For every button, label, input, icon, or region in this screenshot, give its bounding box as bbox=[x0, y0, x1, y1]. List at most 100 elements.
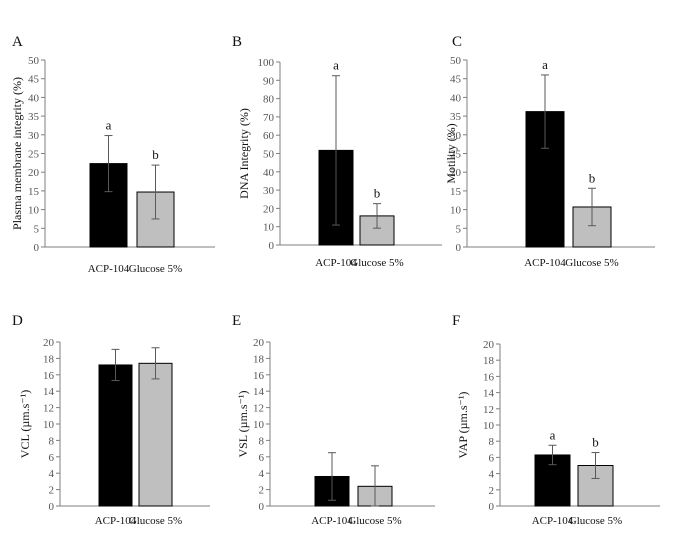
panel-c-y-tick-label: 10 bbox=[450, 205, 462, 217]
panel-d-y-tick-label: 0 bbox=[49, 501, 55, 513]
panel-f-y-tick-label: 12 bbox=[483, 404, 494, 416]
panel-a-y-tick-label: 20 bbox=[28, 167, 40, 179]
panel-a-significance-label: a bbox=[106, 118, 112, 133]
panel-d-y-tick-label: 10 bbox=[43, 419, 55, 431]
panel-a-y-tick-label: 40 bbox=[28, 92, 40, 104]
panel-f-letter: F bbox=[452, 313, 460, 329]
panel-a-letter: A bbox=[12, 34, 23, 50]
panel-a-y-tick-label: 35 bbox=[28, 111, 40, 123]
panel-e-y-tick-label: 0 bbox=[259, 501, 265, 513]
panel-e-y-tick-label: 2 bbox=[259, 485, 265, 497]
panel-a-y-tick-label: 30 bbox=[28, 130, 40, 142]
panel-b-y-tick-label: 30 bbox=[263, 185, 275, 197]
panel-f-category-label: ACP-104 bbox=[532, 515, 574, 527]
panel-d-category-label: ACP-104 bbox=[95, 515, 137, 527]
panel-f-y-tick-label: 2 bbox=[489, 485, 495, 497]
panel-c-y-tick-label: 15 bbox=[450, 186, 462, 198]
panel-c-y-tick-label: 50 bbox=[450, 55, 462, 67]
panel-b-y-tick-label: 100 bbox=[258, 57, 275, 69]
panel-f-y-tick-label: 18 bbox=[483, 355, 495, 367]
panel-e-y-tick-label: 10 bbox=[253, 419, 265, 431]
panel-b-y-tick-label: 10 bbox=[263, 222, 275, 234]
panel-f-significance-label: a bbox=[550, 427, 556, 442]
panel-a-y-axis-title: Plasma membrane integrity (%) bbox=[10, 77, 24, 230]
panel-d-y-tick-label: 20 bbox=[43, 337, 55, 349]
panel-d-y-tick-label: 16 bbox=[43, 370, 55, 382]
panel-d-bar-glucose bbox=[138, 362, 173, 507]
panel-a-y-tick-label: 25 bbox=[28, 149, 40, 161]
panel-f-y-axis-title: VAP (µm.s⁻¹) bbox=[456, 392, 470, 459]
panel-f-y-tick-label: 10 bbox=[483, 420, 495, 432]
panel-c-y-axis-title: Motility (%) bbox=[444, 123, 458, 183]
panel-c-significance-label: a bbox=[542, 57, 548, 72]
panel-f-category-label: Glucose 5% bbox=[569, 515, 622, 527]
panel-c-y-tick-label: 25 bbox=[450, 149, 462, 161]
panel-a-bar-acp104 bbox=[89, 163, 128, 248]
panel-e-letter: E bbox=[232, 313, 241, 329]
panel-f-y-tick-label: 16 bbox=[483, 371, 495, 383]
panel-c-category-label: Glucose 5% bbox=[565, 257, 618, 269]
panel-e-y-tick-label: 12 bbox=[253, 403, 264, 415]
panel-d-bar-acp104 bbox=[98, 364, 133, 507]
panel-a-y-tick-label: 45 bbox=[28, 74, 40, 86]
panel-a-y-tick-label: 15 bbox=[28, 186, 40, 198]
panel-e-y-axis-title: VSL (µm.s⁻¹) bbox=[236, 390, 250, 457]
panel-a-y-tick-label: 10 bbox=[28, 205, 40, 217]
panel-b-significance-label: a bbox=[333, 58, 339, 73]
panel-b-category-label: Glucose 5% bbox=[350, 257, 403, 269]
panel-a-y-tick-label: 50 bbox=[28, 55, 40, 67]
panel-f-y-tick-label: 0 bbox=[489, 501, 495, 513]
panel-d-y-tick-label: 18 bbox=[43, 353, 55, 365]
panel-e-y-tick-label: 6 bbox=[259, 452, 265, 464]
panel-b-y-tick-label: 60 bbox=[263, 130, 275, 142]
panel-c-y-tick-label: 40 bbox=[450, 92, 462, 104]
panel-e-y-tick-label: 20 bbox=[253, 337, 265, 349]
panel-d-y-tick-label: 6 bbox=[49, 452, 55, 464]
panel-f-y-tick-label: 4 bbox=[489, 469, 495, 481]
panel-d-y-tick-label: 2 bbox=[49, 485, 55, 497]
panel-d-y-tick-label: 12 bbox=[43, 403, 54, 415]
panel-e-y-tick-label: 8 bbox=[259, 435, 265, 447]
panel-e-y-tick-label: 16 bbox=[253, 370, 265, 382]
panel-f-significance-label: b bbox=[592, 435, 599, 450]
panel-a-y-tick-label: 5 bbox=[34, 223, 40, 235]
panel-f-y-tick-label: 8 bbox=[489, 436, 495, 448]
panel-b-y-tick-label: 0 bbox=[269, 240, 275, 252]
panel-e-y-tick-label: 18 bbox=[253, 353, 265, 365]
panel-b-y-tick-label: 80 bbox=[263, 94, 275, 106]
panel-c-y-tick-label: 0 bbox=[456, 242, 462, 254]
panel-e-category-label: Glucose 5% bbox=[348, 515, 401, 527]
panel-b-category-label: ACP-104 bbox=[315, 257, 357, 269]
panel-c-y-tick-label: 35 bbox=[450, 111, 462, 123]
panel-d-y-axis-title: VCL (µm.s⁻¹) bbox=[18, 390, 32, 458]
panel-e-y-tick-label: 4 bbox=[259, 468, 265, 480]
panel-e-y-tick-label: 14 bbox=[253, 386, 265, 398]
panel-c-category-label: ACP-104 bbox=[524, 257, 566, 269]
panel-b-y-tick-label: 70 bbox=[263, 112, 275, 124]
panel-b-y-tick-label: 40 bbox=[263, 167, 275, 179]
panel-b-y-tick-label: 50 bbox=[263, 149, 275, 161]
panel-c-significance-label: b bbox=[589, 170, 596, 185]
panel-f-y-tick-label: 14 bbox=[483, 388, 495, 400]
panel-c-y-tick-label: 20 bbox=[450, 167, 462, 179]
panel-f-y-tick-label: 6 bbox=[489, 452, 495, 464]
panel-f-y-tick-label: 20 bbox=[483, 339, 495, 351]
panel-a-category-label: Glucose 5% bbox=[129, 263, 182, 275]
panel-b-letter: B bbox=[232, 34, 242, 50]
panel-d-y-tick-label: 14 bbox=[43, 386, 55, 398]
panel-c-y-tick-label: 5 bbox=[456, 223, 462, 235]
panel-d-letter: D bbox=[12, 313, 23, 329]
panel-b-y-axis-title: DNA Integrity (%) bbox=[237, 108, 251, 199]
panel-d-category-label: Glucose 5% bbox=[129, 515, 182, 527]
panel-b-y-tick-label: 20 bbox=[263, 203, 275, 215]
panel-e-category-label: ACP-104 bbox=[311, 515, 353, 527]
panel-c-y-tick-label: 30 bbox=[450, 130, 462, 142]
panel-a-category-label: ACP-104 bbox=[88, 263, 130, 275]
panel-b-significance-label: b bbox=[374, 186, 381, 201]
panel-b-y-tick-label: 90 bbox=[263, 75, 275, 87]
panel-d-y-tick-label: 8 bbox=[49, 435, 55, 447]
panel-c-y-tick-label: 45 bbox=[450, 74, 462, 86]
panel-a-significance-label: b bbox=[152, 147, 159, 162]
panel-a-y-tick-label: 0 bbox=[34, 242, 40, 254]
